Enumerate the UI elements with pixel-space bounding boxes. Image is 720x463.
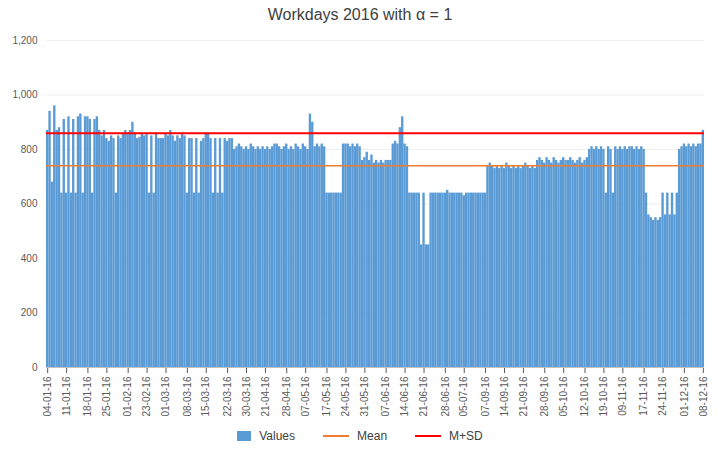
svg-text:17-11-16: 17-11-16: [638, 376, 649, 416]
svg-text:07-06-16: 07-06-16: [380, 376, 391, 416]
svg-text:14-06-16: 14-06-16: [399, 376, 410, 416]
svg-text:28-09-16: 28-09-16: [539, 376, 550, 416]
svg-text:21-09-16: 21-09-16: [518, 376, 529, 416]
svg-text:1,200: 1,200: [12, 35, 37, 46]
svg-text:19-10-16: 19-10-16: [598, 376, 609, 416]
svg-text:15-03-16: 15-03-16: [200, 376, 211, 416]
svg-text:05-07-16: 05-07-16: [458, 376, 469, 416]
svg-text:07-05-16: 07-05-16: [300, 376, 311, 416]
html-text:Mean: Mean: [357, 429, 388, 443]
svg-text:18-01-16: 18-01-16: [82, 376, 93, 416]
svg-text:12-10-16: 12-10-16: [579, 376, 590, 416]
svg-text:01-03-16: 01-03-16: [160, 376, 171, 416]
svg-text:04-01-16: 04-01-16: [42, 376, 53, 416]
svg-text:07-09-16: 07-09-16: [480, 376, 491, 416]
svg-text:09-11-16: 09-11-16: [617, 376, 628, 416]
svg-text:0: 0: [32, 362, 38, 373]
svg-text:200: 200: [21, 307, 38, 318]
svg-text:22-03-16: 22-03-16: [222, 376, 233, 416]
svg-text:01-12-16: 01-12-16: [679, 376, 690, 416]
svg-text:400: 400: [21, 253, 38, 264]
svg-text:1,000: 1,000: [12, 89, 37, 100]
svg-text:28-06-16: 28-06-16: [440, 376, 451, 416]
svg-text:30-03-16: 30-03-16: [241, 376, 252, 416]
svg-text:08-12-16: 08-12-16: [698, 376, 709, 416]
svg-text:800: 800: [21, 144, 38, 155]
svg-text:21-06-16: 21-06-16: [418, 376, 429, 416]
svg-text:11-01-16: 11-01-16: [61, 376, 72, 416]
svg-text:31-05-16: 31-05-16: [359, 376, 370, 416]
svg-text:25-01-16: 25-01-16: [101, 376, 112, 416]
svg-text:21-04-16: 21-04-16: [260, 376, 271, 416]
svg-text:600: 600: [21, 198, 38, 209]
svg-text:05-10-16: 05-10-16: [558, 376, 569, 416]
svg-text:28-04-16: 28-04-16: [281, 376, 292, 416]
html-text:Values: Values: [259, 429, 295, 443]
svg-text:14-09-16: 14-09-16: [499, 376, 510, 416]
svg-text:01-02-16: 01-02-16: [122, 376, 133, 416]
svg-text:17-05-16: 17-05-16: [321, 376, 332, 416]
svg-text:23-02-16: 23-02-16: [141, 376, 152, 416]
html-text:Workdays 2016 with α = 1: Workdays 2016 with α = 1: [267, 6, 453, 23]
svg-text:24-05-16: 24-05-16: [340, 376, 351, 416]
html-text:M+SD: M+SD: [449, 429, 483, 443]
svg-text:08-03-16: 08-03-16: [182, 376, 193, 416]
svg-text:24-11-16: 24-11-16: [657, 376, 668, 416]
